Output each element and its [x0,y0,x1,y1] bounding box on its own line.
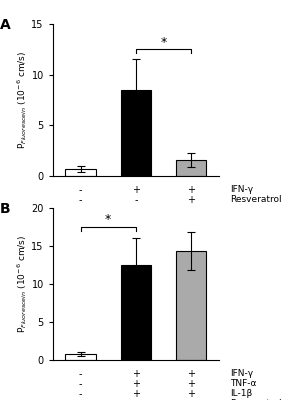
Bar [176,251,207,360]
Text: -: - [134,399,138,400]
Text: -: - [79,195,82,205]
Bar [65,169,96,176]
Text: +: + [187,369,195,379]
Text: +: + [187,399,195,400]
Text: IFN-γ: IFN-γ [230,185,253,194]
Text: +: + [132,185,140,195]
Text: Resveratrol: Resveratrol [230,399,282,400]
Text: +: + [187,389,195,399]
Text: -: - [79,379,82,389]
Y-axis label: P$_{Fluorescein}$ (10$^{-6}$ cm/s): P$_{Fluorescein}$ (10$^{-6}$ cm/s) [15,235,29,333]
Text: +: + [132,369,140,379]
Text: -: - [79,389,82,399]
Text: +: + [187,195,195,205]
Text: *: * [160,36,167,48]
Text: -: - [79,185,82,195]
Text: -: - [134,195,138,205]
Text: *: * [105,213,111,226]
Text: A: A [0,18,11,32]
Text: +: + [132,379,140,389]
Text: +: + [132,389,140,399]
Bar [65,354,96,360]
Text: TNF-α: TNF-α [230,379,256,388]
Bar [176,160,207,176]
Bar [121,90,151,176]
Text: -: - [79,369,82,379]
Text: +: + [187,185,195,195]
Text: +: + [187,379,195,389]
Y-axis label: P$_{Fluorescein}$ (10$^{-6}$ cm/s): P$_{Fluorescein}$ (10$^{-6}$ cm/s) [15,51,29,149]
Text: Resveratrol: Resveratrol [230,195,282,204]
Text: -: - [79,399,82,400]
Text: IL-1β: IL-1β [230,389,252,398]
Bar [121,265,151,360]
Text: B: B [0,202,10,216]
Text: IFN-γ: IFN-γ [230,369,253,378]
